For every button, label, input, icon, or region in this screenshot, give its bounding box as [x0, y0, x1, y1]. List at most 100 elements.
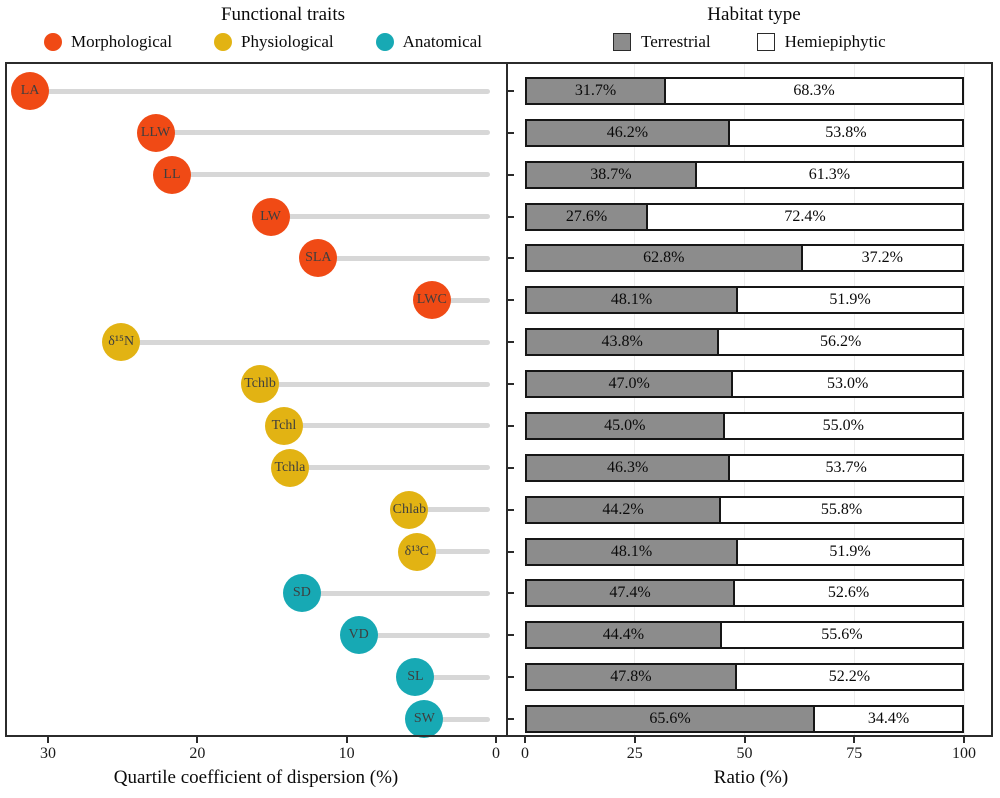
trait-dot-LA: LA — [11, 72, 50, 110]
left-x-ticklabel-20: 20 — [189, 745, 206, 762]
trait-dot-SLA: SLA — [299, 239, 338, 278]
ratio-bar-SLA: 62.8% 37.2% — [525, 244, 964, 273]
gridline-75 — [853, 64, 855, 735]
trait-stem-10 — [409, 507, 490, 513]
right-x-tick-0 — [524, 737, 526, 743]
trait-dot-SD: SD — [282, 574, 321, 613]
terrestrial-segment: 27.6% — [525, 202, 647, 231]
legend-label: Terrestrial — [641, 32, 711, 51]
left-x-ticklabel-0: 0 — [492, 745, 500, 762]
gridline-25 — [634, 64, 636, 735]
right-x-ticklabel-25: 25 — [626, 745, 643, 762]
trait-dot-Tchl: Tchl — [264, 406, 303, 445]
ratio-bar-LA: 31.7% 68.3% — [525, 77, 964, 105]
trait-stem-0 — [30, 88, 490, 94]
trait-stem-13 — [358, 632, 490, 638]
row-tick-7 — [508, 383, 514, 386]
ratio-bar-LL: 38.7% 61.3% — [525, 160, 964, 189]
hemiepiphytic-segment: 52.6% — [733, 579, 964, 608]
terrestrial-segment: 45.0% — [525, 411, 723, 440]
terrestrial-segment: 44.2% — [525, 495, 720, 524]
hemiepiphytic-segment: 55.8% — [719, 495, 964, 524]
terrestrial-segment: 44.4% — [525, 621, 720, 650]
left-axis-title: Quartile coefficient of dispersion (%) — [113, 767, 399, 788]
terrestrial-segment: 31.7% — [525, 77, 665, 105]
hemiepiphytic-segment: 56.2% — [717, 328, 964, 357]
left-x-tick-20 — [196, 737, 199, 743]
trait-dot-LWC: LWC — [412, 281, 451, 320]
right-axis-title: Ratio (%) — [713, 767, 789, 788]
row-tick-0 — [508, 90, 514, 92]
legend-swatch-circle — [214, 33, 233, 51]
hemiepiphytic-segment: 53.8% — [727, 118, 964, 147]
trait-stem-12 — [301, 590, 490, 596]
ratio-bar-SL: 47.8% 52.2% — [525, 663, 964, 692]
row-tick-10 — [508, 508, 514, 511]
row-tick-3 — [508, 215, 514, 218]
ratio-bar-Tchlb: 47.0% 53.0% — [525, 370, 964, 399]
legend-item-terrestrial: Terrestrial — [613, 32, 711, 52]
row-tick-2 — [508, 173, 514, 176]
ratio-bar-LWC: 48.1% 51.9% — [525, 286, 964, 315]
row-tick-9 — [508, 466, 514, 469]
ratio-bar-SW: 65.6% 34.4% — [525, 705, 964, 734]
gridline-100 — [963, 64, 965, 735]
trait-stem-9 — [289, 465, 490, 471]
row-tick-8 — [508, 424, 514, 427]
trait-dot-LW: LW — [251, 197, 290, 236]
terrestrial-segment: 65.6% — [525, 705, 813, 734]
legend-swatch-square — [756, 33, 775, 51]
trait-stem-6 — [121, 339, 490, 345]
trait-dot-SW: SW — [405, 700, 444, 739]
right-x-tick-50 — [743, 737, 746, 743]
habitat-type-legend-title: Habitat type — [707, 4, 801, 25]
hemiepiphytic-segment: 53.0% — [731, 370, 964, 399]
hemiepiphytic-segment: 68.3% — [664, 77, 964, 105]
trait-dot-Tchla: Tchla — [270, 448, 309, 487]
trait-dot-δ¹⁵N: δ¹⁵N — [102, 323, 141, 362]
habitat-type-legend: Terrestrial Hemiepiphytic — [613, 32, 886, 52]
hemiepiphytic-segment: 51.9% — [736, 537, 964, 566]
legend-item-physiological: Physiological — [214, 32, 334, 52]
right-x-ticklabel-50: 50 — [736, 745, 753, 762]
right-x-ticklabel-0: 0 — [521, 745, 529, 762]
row-tick-11 — [508, 550, 514, 553]
terrestrial-segment: 38.7% — [525, 160, 695, 189]
legend-item-anatomical: Anatomical — [375, 32, 482, 52]
hemiepiphytic-segment: 53.7% — [728, 453, 964, 482]
trait-dot-VD: VD — [339, 616, 378, 655]
ratio-bar-VD: 44.4% 55.6% — [525, 621, 964, 650]
trait-stem-2 — [171, 172, 490, 178]
ratio-bar-Tchl: 45.0% 55.0% — [525, 411, 964, 440]
terrestrial-segment: 48.1% — [525, 286, 737, 315]
trait-stem-4 — [318, 255, 490, 261]
hemiepiphytic-segment: 72.4% — [646, 202, 964, 231]
right-x-tick-75 — [853, 737, 856, 743]
ratio-bar-SD: 47.4% 52.6% — [525, 579, 964, 608]
legend-label: Hemiepiphytic — [784, 32, 886, 51]
ratio-bar-LLW: 46.2% 53.8% — [525, 118, 964, 147]
trait-stem-5 — [431, 297, 490, 303]
hemiepiphytic-segment: 61.3% — [694, 160, 964, 189]
left-x-tick-10 — [345, 737, 348, 743]
trait-dot-SL: SL — [396, 658, 435, 697]
trait-dot-LLW: LLW — [136, 113, 175, 152]
row-tick-5 — [508, 299, 514, 302]
row-tick-15 — [508, 718, 514, 721]
right-x-ticklabel-100: 100 — [952, 745, 976, 762]
legend-label: Morphological — [71, 32, 173, 51]
legend-label: Anatomical — [402, 32, 482, 51]
trait-dot-Chlab: Chlab — [390, 490, 429, 529]
ratio-bar-δ¹⁵N: 43.8% 56.2% — [525, 328, 964, 357]
terrestrial-segment: 47.0% — [525, 370, 732, 399]
right-x-tick-100 — [963, 737, 965, 743]
trait-dot-δ¹³C: δ¹³C — [397, 532, 436, 571]
terrestrial-segment: 43.8% — [525, 328, 718, 357]
left-x-tick-0 — [495, 737, 497, 743]
hemiepiphytic-segment: 37.2% — [800, 244, 964, 273]
left-x-ticklabel-30: 30 — [40, 745, 56, 762]
legend-label: Physiological — [241, 32, 334, 51]
functional-traits-legend: Morphological Physiological Anatomical — [44, 32, 482, 52]
right-x-tick-25 — [633, 737, 636, 743]
